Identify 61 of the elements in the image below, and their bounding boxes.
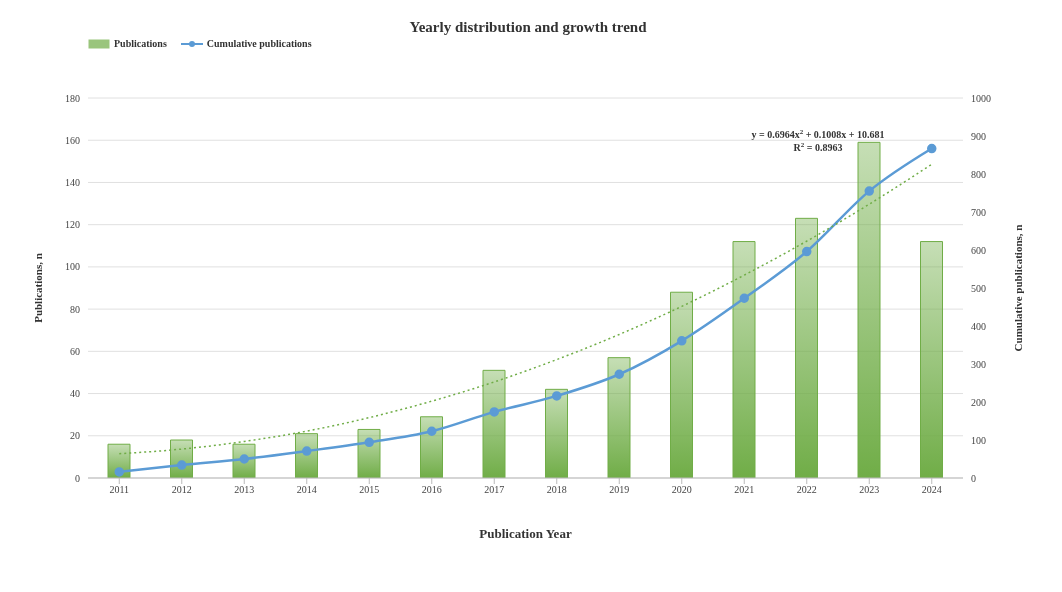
y-tick-label: 120 (65, 219, 80, 231)
point (552, 391, 562, 401)
x-tick-label: 2023 (859, 484, 880, 496)
x-tick-label: 2020 (671, 484, 692, 496)
x-tick-label: 2011 (109, 484, 130, 496)
point (802, 246, 812, 257)
x-tick-label: 2017 (484, 484, 505, 496)
annotation: R$^{2}$ = 0.8963 (793, 141, 843, 153)
y2-axis-title: Cumulative publications, n (1011, 224, 1024, 352)
point (427, 426, 437, 437)
x-tick-label: 2021 (734, 484, 755, 496)
x-tick-label: 2024 (921, 484, 942, 496)
y-tick-label: 40 (70, 388, 80, 400)
y2-tick-label: 400 (971, 320, 986, 332)
x-axis-title: Publication Year (479, 526, 572, 541)
y-tick-label: 140 (65, 176, 80, 188)
legend-label: Cumulative publications (206, 38, 312, 49)
bar (420, 416, 443, 478)
chart-title: Yearly distribution and growth trend (409, 19, 648, 35)
x-tick-label: 2022 (796, 484, 817, 496)
point (739, 293, 749, 304)
bar (920, 241, 943, 478)
x-tick-label: 2013 (234, 484, 255, 496)
y2-tick-label: 900 (971, 130, 986, 142)
y2-tick-label: 100 (971, 434, 986, 446)
y-tick-label: 20 (70, 430, 80, 442)
y2-tick-label: 1000 (971, 92, 991, 104)
y-tick-label: 0 (75, 472, 80, 484)
annotation: y = 0.6964x$^{2}$ + 0.1008x + 10.681 (751, 128, 885, 140)
point (927, 143, 937, 154)
x-tick-label: 2019 (609, 484, 630, 496)
point (677, 336, 687, 346)
x-tick-label: 2014 (296, 484, 317, 496)
bar (357, 428, 381, 478)
y-axis-title: Publications, n (31, 253, 44, 323)
y-tick-label: 180 (65, 92, 80, 104)
x-tick-label: 2018 (546, 484, 567, 496)
point (489, 407, 499, 417)
point (614, 369, 624, 380)
y-tick-label: 60 (70, 345, 80, 357)
y-tick-label: 160 (65, 134, 80, 146)
y2-tick-label: 500 (971, 282, 986, 294)
y2-tick-label: 600 (971, 244, 986, 256)
point (114, 467, 124, 477)
y2-tick-label: 200 (971, 396, 986, 408)
y2-tick-label: 800 (971, 168, 986, 180)
y-tick-label: 80 (70, 303, 80, 315)
point (302, 446, 312, 456)
legend-label: Publications (114, 38, 167, 49)
bar (545, 388, 568, 478)
y2-tick-label: 300 (971, 358, 986, 370)
point (864, 186, 874, 196)
y2-tick-label: 700 (971, 206, 986, 218)
point (177, 460, 187, 470)
bar (607, 357, 631, 478)
x-tick-label: 2015 (359, 484, 380, 496)
y2-tick-label: 0 (971, 472, 976, 484)
point (364, 437, 374, 448)
x-tick-label: 2016 (421, 484, 442, 496)
y-tick-label: 100 (65, 261, 80, 273)
x-tick-label: 2012 (171, 484, 192, 496)
